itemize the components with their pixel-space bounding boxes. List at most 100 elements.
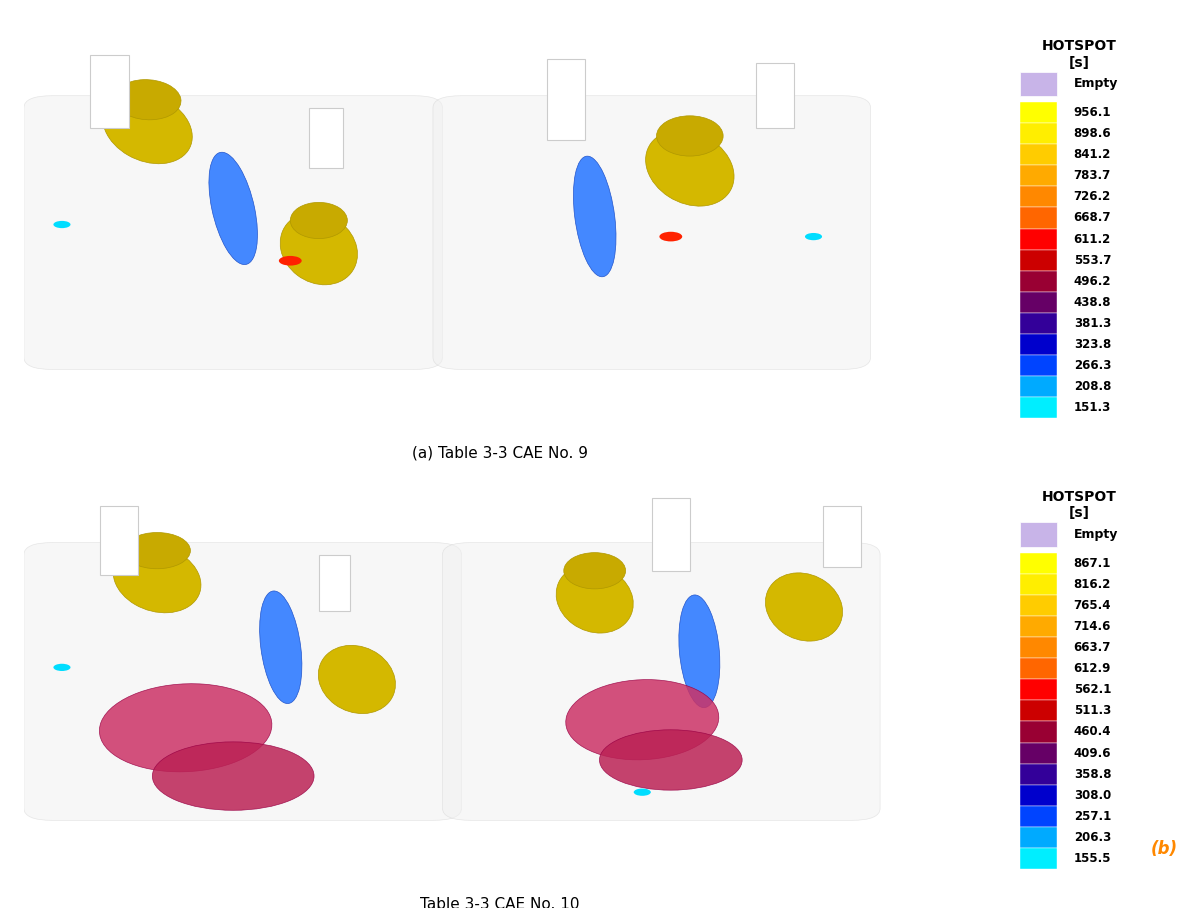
FancyBboxPatch shape	[1021, 785, 1056, 805]
FancyBboxPatch shape	[1021, 700, 1056, 722]
FancyBboxPatch shape	[1021, 658, 1056, 679]
Bar	[319, 555, 350, 611]
Circle shape	[660, 232, 682, 242]
Text: 612.9: 612.9	[1074, 663, 1111, 676]
Text: 765.4: 765.4	[1074, 599, 1111, 612]
Text: 155.5: 155.5	[1074, 852, 1111, 864]
Text: (b): (b)	[1151, 840, 1178, 857]
FancyBboxPatch shape	[1021, 376, 1056, 397]
FancyBboxPatch shape	[1021, 103, 1056, 123]
Text: HOTSPOT
[s]: HOTSPOT [s]	[1041, 490, 1116, 520]
FancyBboxPatch shape	[1021, 617, 1056, 637]
Ellipse shape	[209, 153, 257, 264]
Text: 898.6: 898.6	[1074, 127, 1111, 141]
Text: 714.6: 714.6	[1074, 620, 1111, 634]
Text: 956.1: 956.1	[1074, 106, 1111, 119]
FancyBboxPatch shape	[442, 543, 880, 820]
Text: (a) Table 3-3 CAE No. 9: (a) Table 3-3 CAE No. 9	[411, 446, 588, 461]
Text: 151.3: 151.3	[1074, 400, 1111, 414]
Ellipse shape	[574, 156, 615, 277]
Bar	[823, 507, 862, 567]
Bar	[310, 108, 343, 168]
Ellipse shape	[679, 595, 719, 707]
Text: 611.2: 611.2	[1074, 232, 1111, 245]
Text: Empty: Empty	[1074, 528, 1119, 541]
Text: 438.8: 438.8	[1074, 296, 1111, 309]
Ellipse shape	[645, 130, 734, 206]
Ellipse shape	[565, 679, 718, 760]
Text: 841.2: 841.2	[1074, 148, 1111, 162]
FancyBboxPatch shape	[1021, 596, 1056, 617]
Ellipse shape	[318, 646, 396, 714]
Bar	[547, 59, 586, 140]
FancyBboxPatch shape	[1021, 207, 1056, 229]
Ellipse shape	[115, 80, 180, 120]
Text: 308.0: 308.0	[1074, 788, 1111, 802]
Text: 496.2: 496.2	[1074, 274, 1111, 288]
Text: 668.7: 668.7	[1074, 212, 1111, 224]
Ellipse shape	[152, 742, 314, 810]
FancyBboxPatch shape	[1021, 312, 1056, 333]
Text: HOTSPOT
[s]: HOTSPOT [s]	[1041, 39, 1116, 70]
FancyBboxPatch shape	[433, 95, 871, 370]
FancyBboxPatch shape	[1021, 522, 1056, 548]
Text: 460.4: 460.4	[1074, 725, 1111, 738]
Ellipse shape	[259, 591, 302, 704]
Circle shape	[54, 664, 71, 671]
FancyBboxPatch shape	[24, 543, 461, 820]
Ellipse shape	[656, 116, 723, 156]
FancyBboxPatch shape	[1021, 805, 1056, 826]
Text: 726.2: 726.2	[1074, 191, 1111, 203]
FancyBboxPatch shape	[1021, 271, 1056, 291]
Text: 257.1: 257.1	[1074, 810, 1111, 823]
Ellipse shape	[600, 730, 742, 790]
Bar	[756, 64, 795, 128]
Text: 409.6: 409.6	[1074, 746, 1111, 759]
Bar	[100, 507, 139, 575]
Text: 562.1: 562.1	[1074, 684, 1111, 696]
FancyBboxPatch shape	[1021, 722, 1056, 743]
Text: 208.8: 208.8	[1074, 380, 1111, 393]
FancyBboxPatch shape	[1021, 764, 1056, 785]
Text: 266.3: 266.3	[1074, 359, 1111, 371]
Text: 663.7: 663.7	[1074, 641, 1111, 655]
Bar	[91, 55, 129, 128]
FancyBboxPatch shape	[1021, 637, 1056, 658]
Ellipse shape	[124, 532, 190, 568]
Ellipse shape	[564, 553, 626, 589]
Ellipse shape	[99, 684, 272, 772]
FancyBboxPatch shape	[1021, 186, 1056, 207]
FancyBboxPatch shape	[1021, 743, 1056, 764]
Ellipse shape	[556, 565, 633, 633]
FancyBboxPatch shape	[1021, 355, 1056, 376]
FancyBboxPatch shape	[1021, 679, 1056, 700]
FancyBboxPatch shape	[1021, 848, 1056, 869]
FancyBboxPatch shape	[1021, 144, 1056, 165]
FancyBboxPatch shape	[1021, 397, 1056, 418]
Text: 358.8: 358.8	[1074, 767, 1111, 781]
FancyBboxPatch shape	[1021, 123, 1056, 144]
Ellipse shape	[290, 202, 348, 239]
Circle shape	[54, 221, 71, 228]
FancyBboxPatch shape	[1021, 553, 1056, 574]
Circle shape	[805, 233, 822, 241]
Text: Table 3-3 CAE No. 10: Table 3-3 CAE No. 10	[419, 897, 580, 908]
Circle shape	[633, 788, 651, 795]
Bar	[651, 498, 690, 571]
FancyBboxPatch shape	[1021, 574, 1056, 596]
Text: Empty: Empty	[1074, 77, 1119, 91]
Text: 381.3: 381.3	[1074, 317, 1111, 330]
Ellipse shape	[766, 573, 842, 641]
Text: 783.7: 783.7	[1074, 170, 1111, 183]
FancyBboxPatch shape	[1021, 165, 1056, 186]
FancyBboxPatch shape	[1021, 250, 1056, 271]
Text: 323.8: 323.8	[1074, 338, 1111, 350]
FancyBboxPatch shape	[1021, 333, 1056, 355]
FancyBboxPatch shape	[1021, 826, 1056, 848]
Text: 511.3: 511.3	[1074, 705, 1111, 717]
FancyBboxPatch shape	[1021, 72, 1056, 96]
Ellipse shape	[103, 92, 192, 163]
FancyBboxPatch shape	[1021, 229, 1056, 250]
Ellipse shape	[114, 545, 201, 613]
Text: 553.7: 553.7	[1074, 253, 1111, 267]
